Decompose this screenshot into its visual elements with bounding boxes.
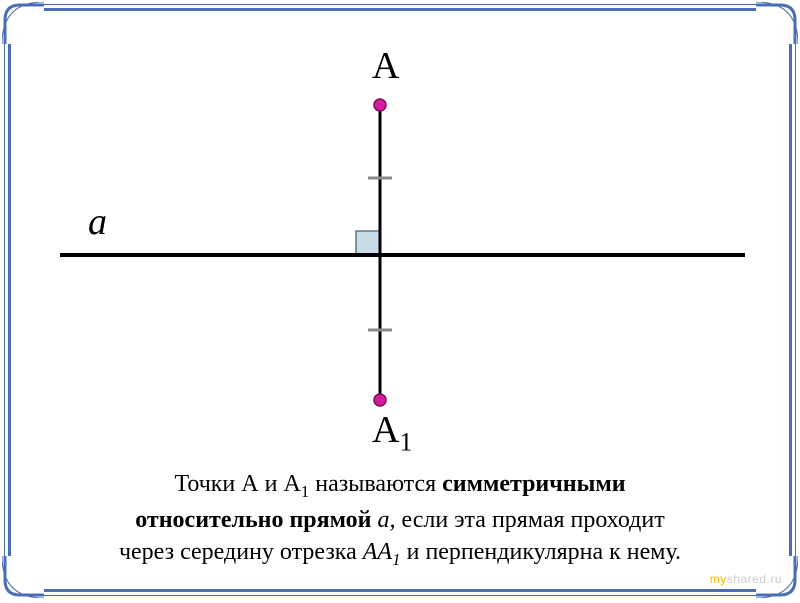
- caption-l3-p2: и перпендикулярна к нему.: [401, 539, 681, 565]
- frame-corner-tr: [756, 2, 798, 44]
- watermark: myshared.ru: [710, 572, 782, 586]
- caption-l3-italic: АА1: [363, 539, 401, 565]
- caption-l2-italic: а,: [371, 507, 401, 533]
- caption-l1-p1: Точки А и А: [174, 471, 300, 497]
- caption-l2-bold: относительно прямой: [135, 507, 371, 533]
- watermark-my: my: [710, 572, 727, 586]
- label-line-a: а: [88, 200, 107, 244]
- label-A1-sub: 1: [399, 428, 412, 457]
- frame-corner-bl: [2, 556, 44, 598]
- label-point-A1: А1: [372, 408, 412, 458]
- symmetry-diagram: [30, 40, 770, 440]
- caption-l3-p1: через середину отрезка: [119, 539, 363, 565]
- label-A1-main: А: [372, 409, 399, 451]
- frame-corner-tl: [2, 2, 44, 44]
- watermark-shared: shared: [727, 572, 767, 586]
- watermark-ru: .ru: [766, 572, 782, 586]
- caption-l1-p2: называются: [309, 471, 442, 497]
- caption-text: Точки А и А1 называются симметричными от…: [40, 468, 760, 572]
- caption-l2-rest: если эта прямая проходит: [401, 507, 664, 533]
- label-point-A: А: [372, 44, 399, 88]
- caption-l1-bold: симметричными: [442, 471, 625, 497]
